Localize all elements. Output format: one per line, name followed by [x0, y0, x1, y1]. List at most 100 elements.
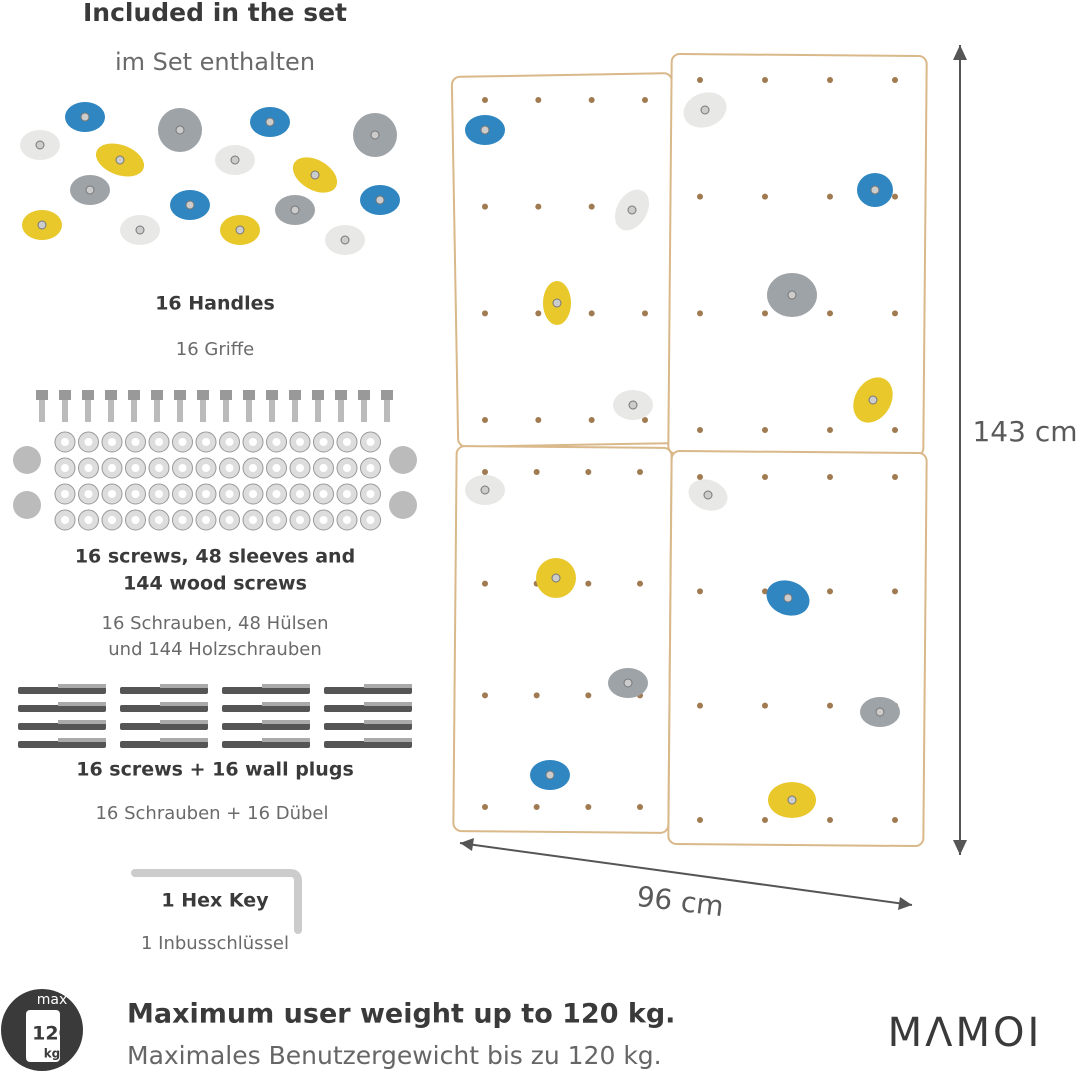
washer-hole: [225, 464, 234, 472]
bolt: [338, 400, 344, 422]
footer-title: Maximum user weight up to 120 kg.: [127, 999, 675, 1030]
hold-bolt: [703, 490, 713, 500]
title: Included in the set: [83, 0, 347, 27]
washer-hole: [366, 464, 375, 472]
weight-value: 120: [32, 1023, 72, 1045]
peg-hole: [762, 77, 768, 83]
peg-hole: [697, 817, 703, 823]
plug-screw: [262, 684, 310, 688]
bolt: [131, 400, 137, 422]
plug-screw: [262, 720, 310, 724]
peg-hole: [588, 310, 595, 317]
bolt-head: [335, 390, 347, 400]
peg-hole: [892, 588, 898, 595]
peg-hole: [482, 692, 488, 699]
plug-screw: [160, 738, 208, 742]
peg-hole: [482, 310, 488, 317]
plug: [324, 723, 412, 730]
peg-hole: [827, 193, 833, 200]
peg-hole: [827, 310, 833, 317]
peg-hole: [762, 588, 768, 595]
item-subtitle: und 144 Holzschrauben: [108, 639, 321, 660]
hold-bolt: [265, 117, 275, 127]
hold-bolt: [135, 225, 145, 235]
plug-screw: [58, 684, 106, 688]
weight-icon-inner: [26, 1010, 60, 1062]
peg-hole: [697, 193, 703, 200]
plug-screw: [364, 720, 412, 724]
item-title: 16 Handles: [155, 293, 275, 315]
hold-bolt: [787, 795, 797, 805]
peg-hole: [588, 203, 595, 210]
hold-bolt: [628, 400, 638, 410]
peg-hole: [637, 804, 643, 810]
peg-hole: [482, 804, 488, 810]
peg-hole: [697, 474, 703, 480]
hold-bolt: [875, 707, 885, 717]
peg-hole: [697, 310, 703, 317]
peg-hole: [637, 580, 643, 587]
hold-bolt: [80, 112, 90, 122]
bolt-head: [128, 390, 140, 400]
peg-hole: [535, 310, 542, 317]
peg-hole: [827, 474, 833, 480]
washer-hole: [343, 464, 351, 472]
footer-subtitle: Maximales Benutzergewicht bis zu 120 kg.: [127, 1041, 662, 1070]
washer-hole: [178, 464, 187, 472]
peg-hole: [762, 474, 768, 480]
plug: [324, 741, 412, 748]
item-subtitle: 1 Inbusschlüssel: [141, 933, 289, 954]
hold-bolt: [235, 225, 245, 235]
hold-bolt: [480, 125, 490, 135]
washer-hole: [84, 438, 93, 446]
hold-bolt: [787, 290, 797, 300]
peg-hole: [585, 692, 592, 699]
item-title: 16 screws + 16 wall plugs: [76, 759, 354, 781]
washer-hole: [202, 438, 210, 446]
washer-hole: [84, 464, 93, 472]
hold-bolt: [783, 593, 793, 603]
washer-hole: [202, 516, 210, 524]
peg-hole: [637, 469, 643, 475]
bolt-head: [36, 390, 48, 400]
washer-hole: [155, 464, 163, 472]
plug-screw: [364, 738, 412, 742]
washer-hole: [366, 516, 375, 524]
peg-hole: [892, 474, 898, 480]
plug: [120, 741, 208, 748]
bolt-head: [358, 390, 370, 400]
washer-hole: [131, 464, 140, 472]
peg-hole: [588, 97, 595, 103]
bolt: [269, 400, 275, 422]
peg-hole: [762, 427, 768, 433]
washer-hole: [108, 438, 116, 446]
item-subtitle: 16 Schrauben, 48 Hülsen: [102, 613, 329, 634]
washer-hole: [202, 464, 210, 472]
peg-hole: [533, 692, 540, 699]
peg-hole: [697, 77, 703, 83]
logo: MΛMOI: [888, 1010, 1043, 1056]
peg-hole: [697, 588, 703, 595]
washer-hole: [319, 438, 328, 446]
hold-bolt: [868, 395, 878, 405]
washer-hole: [131, 516, 140, 524]
plug-screw: [160, 720, 208, 724]
dim-line: [459, 842, 913, 906]
washer-hole: [272, 516, 281, 524]
peg-hole: [892, 193, 898, 200]
washer-hole: [108, 490, 116, 498]
washer-hole: [61, 490, 69, 498]
peg-hole: [827, 817, 833, 823]
bolt: [62, 400, 68, 422]
washer-hole: [296, 464, 304, 472]
hold-bolt: [290, 205, 300, 215]
peg-hole: [533, 469, 540, 475]
peg-hole: [535, 417, 542, 423]
plug: [222, 705, 310, 712]
plug: [18, 723, 106, 730]
bolt-head: [151, 390, 163, 400]
plug-screw: [58, 720, 106, 724]
peg-hole: [533, 804, 540, 810]
hold-bolt: [623, 678, 633, 688]
peg-hole: [762, 193, 768, 200]
